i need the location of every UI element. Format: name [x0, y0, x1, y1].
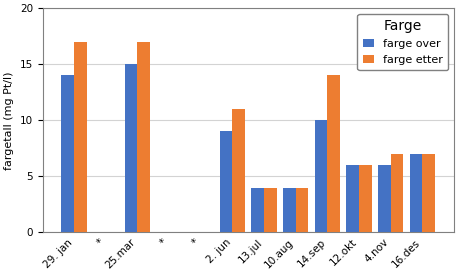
Bar	[264, 188, 277, 232]
Legend: farge over, farge etter: farge over, farge etter	[357, 14, 448, 70]
Bar	[137, 42, 150, 232]
Bar	[391, 154, 403, 232]
Bar	[61, 75, 74, 232]
Bar	[359, 165, 372, 232]
Bar	[327, 75, 340, 232]
Bar	[422, 154, 435, 232]
Bar	[283, 188, 296, 232]
Bar	[251, 188, 264, 232]
Bar	[315, 120, 327, 232]
Bar	[220, 131, 232, 232]
Bar	[232, 109, 245, 232]
Bar	[296, 188, 308, 232]
Bar	[410, 154, 422, 232]
Bar	[74, 42, 87, 232]
Bar	[125, 64, 137, 232]
Bar	[346, 165, 359, 232]
Y-axis label: fargetall (mg Pt/l): fargetall (mg Pt/l)	[4, 71, 14, 169]
Bar	[378, 165, 391, 232]
